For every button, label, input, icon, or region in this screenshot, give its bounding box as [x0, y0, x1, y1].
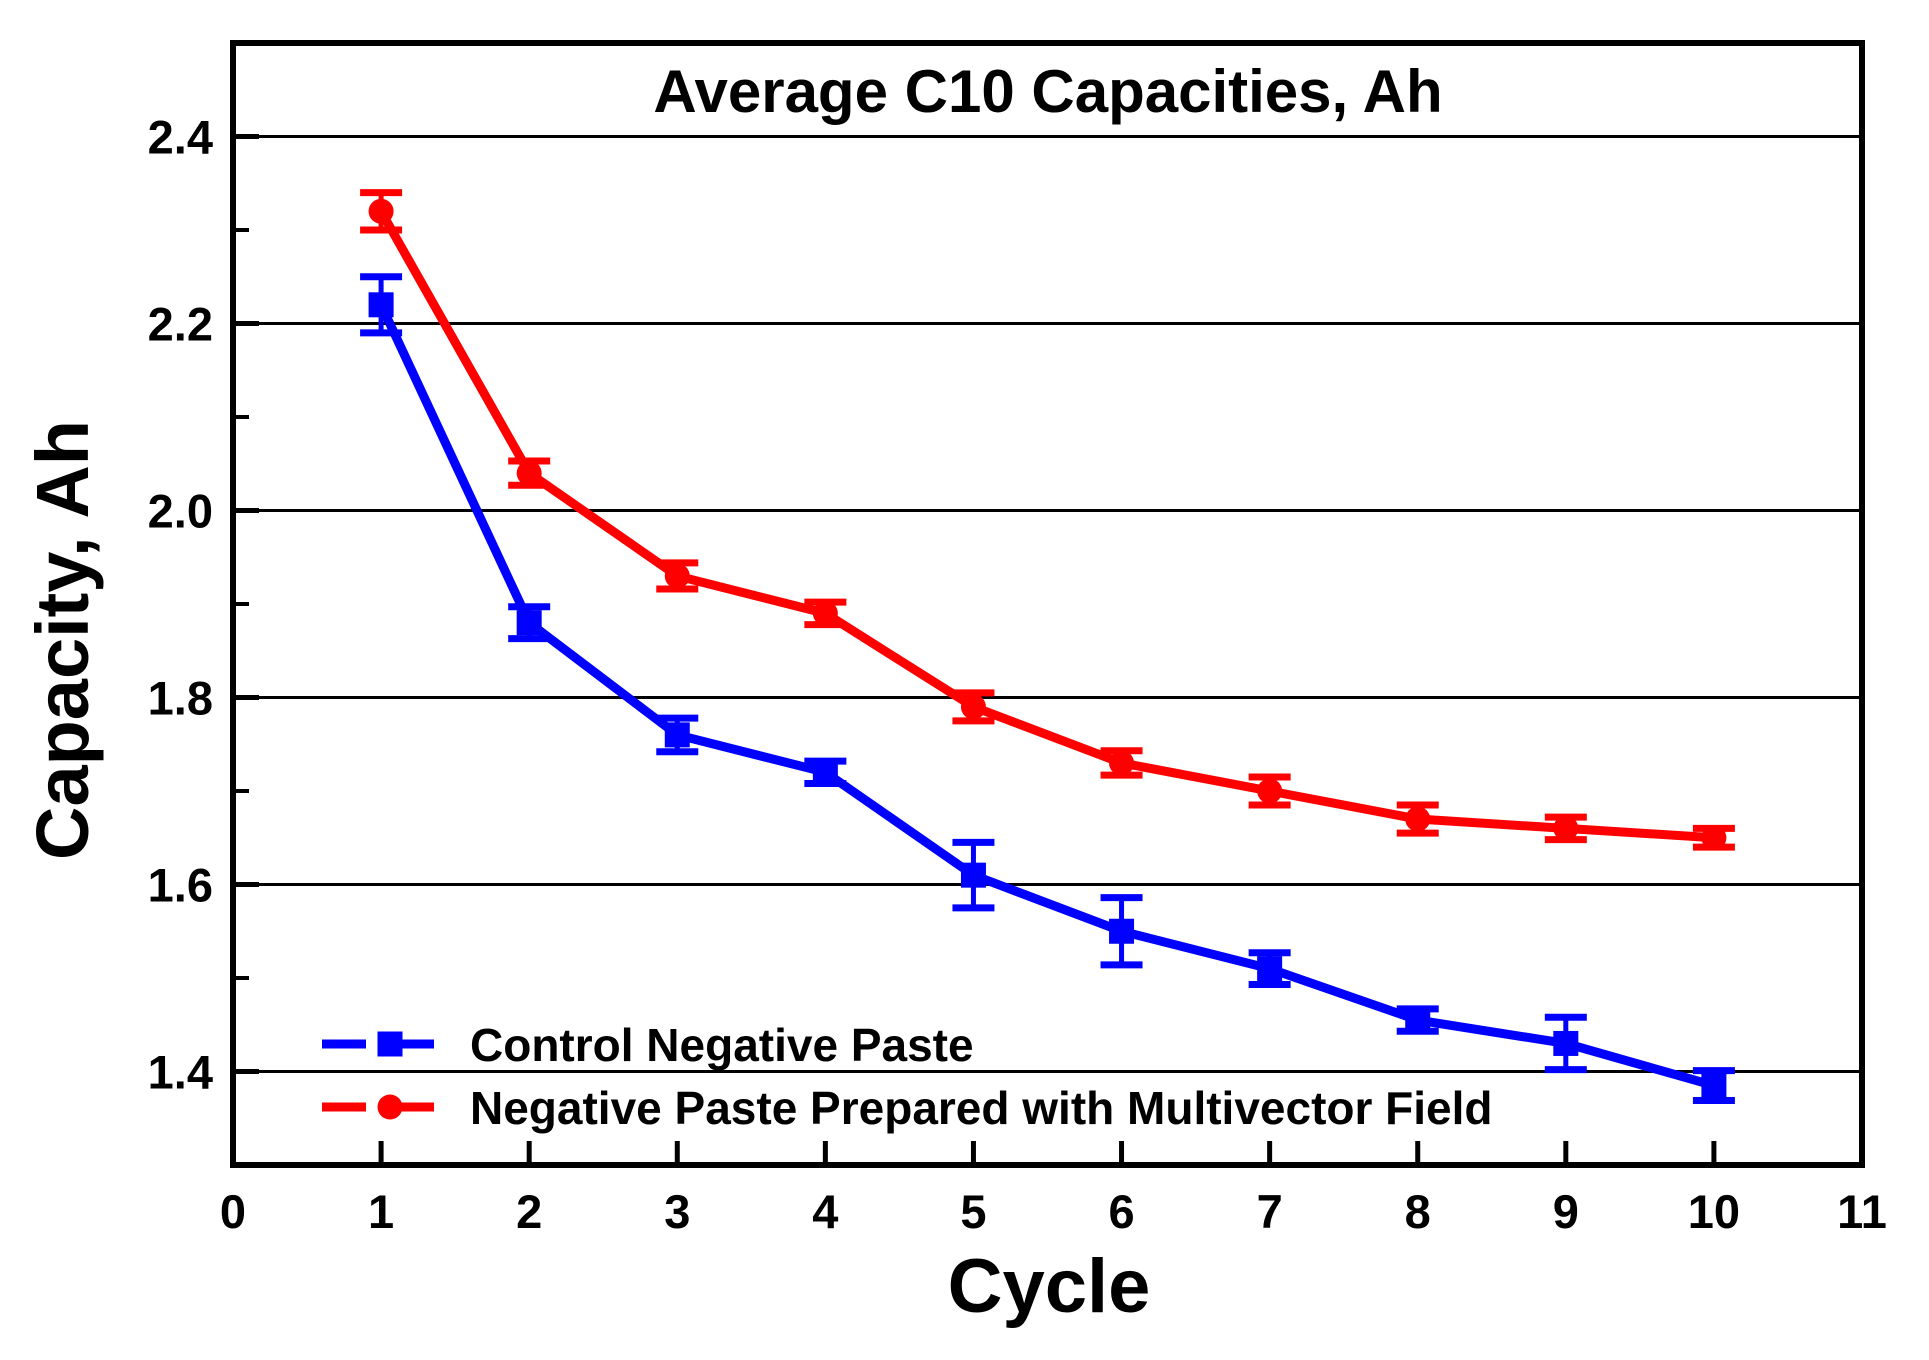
x-tick-label: 6 — [1108, 1185, 1134, 1238]
y-tick-label: 1.4 — [148, 1046, 213, 1099]
legend-label-multivector: Negative Paste Prepared with Multivector… — [470, 1082, 1493, 1134]
data-point-circle — [368, 198, 394, 224]
y-tick-label: 2.2 — [148, 298, 213, 351]
x-tick-label: 7 — [1257, 1185, 1283, 1238]
x-tick-label: 10 — [1688, 1185, 1740, 1238]
data-point-square — [1109, 918, 1135, 944]
y-tick-labels: 1.4 1.6 1.8 2.0 2.2 2.4 — [148, 111, 213, 1099]
data-point-circle — [1109, 750, 1135, 776]
legend-label-control: Control Negative Paste — [470, 1019, 974, 1071]
data-point-square — [368, 292, 394, 318]
x-tick-labels: 0 1 2 3 4 5 6 7 8 9 10 11 — [220, 1185, 1887, 1238]
axis-ticks — [230, 134, 1865, 1165]
data-point-square — [664, 722, 690, 748]
data-series — [360, 189, 1735, 1104]
data-point-square — [1701, 1073, 1727, 1099]
data-point-square — [1553, 1030, 1579, 1056]
gridlines — [233, 135, 1862, 1073]
data-point-circle — [812, 600, 838, 626]
x-tick-label: 11 — [1837, 1185, 1887, 1238]
y-tick-label: 2.4 — [148, 111, 213, 164]
plot-area-frame — [230, 40, 1865, 1168]
legend: Control Negative Paste Negative Paste Pr… — [322, 1019, 1493, 1134]
data-point-circle — [516, 460, 542, 486]
data-point-square — [516, 610, 542, 636]
x-tick-label: 0 — [220, 1185, 246, 1238]
x-tick-label: 3 — [664, 1185, 690, 1238]
data-point-square — [1257, 956, 1283, 982]
data-point-circle — [1553, 815, 1579, 841]
data-point-circle — [1257, 778, 1283, 804]
x-tick-label: 2 — [516, 1185, 542, 1238]
chart-title: Average C10 Capacities, Ah — [653, 58, 1442, 125]
data-point-circle — [960, 694, 986, 720]
x-tick-label: 8 — [1405, 1185, 1431, 1238]
data-point-circle — [1701, 825, 1727, 851]
series-line — [377, 302, 1716, 1090]
legend-circle-marker — [377, 1094, 403, 1120]
x-tick-label: 1 — [368, 1185, 394, 1238]
series-multivector — [360, 189, 1735, 851]
data-point-square — [812, 759, 838, 785]
y-tick-label: 1.8 — [148, 672, 213, 725]
x-tick-label: 4 — [812, 1185, 838, 1238]
y-axis-label: Capacity, Ah — [21, 420, 104, 860]
y-tick-label: 2.0 — [148, 485, 213, 538]
y-tick-label: 1.6 — [148, 859, 213, 912]
data-point-square — [1405, 1007, 1431, 1033]
x-tick-label: 9 — [1553, 1185, 1579, 1238]
data-point-circle — [664, 563, 690, 589]
series-control — [360, 273, 1735, 1104]
legend-square-marker — [377, 1031, 403, 1057]
legend-marker-glyphs — [322, 1031, 458, 1120]
data-point-square — [960, 862, 986, 888]
data-point-circle — [1405, 806, 1431, 832]
x-tick-label: 5 — [960, 1185, 986, 1238]
series-line — [377, 209, 1715, 843]
x-axis-label: Cycle — [948, 1244, 1151, 1329]
